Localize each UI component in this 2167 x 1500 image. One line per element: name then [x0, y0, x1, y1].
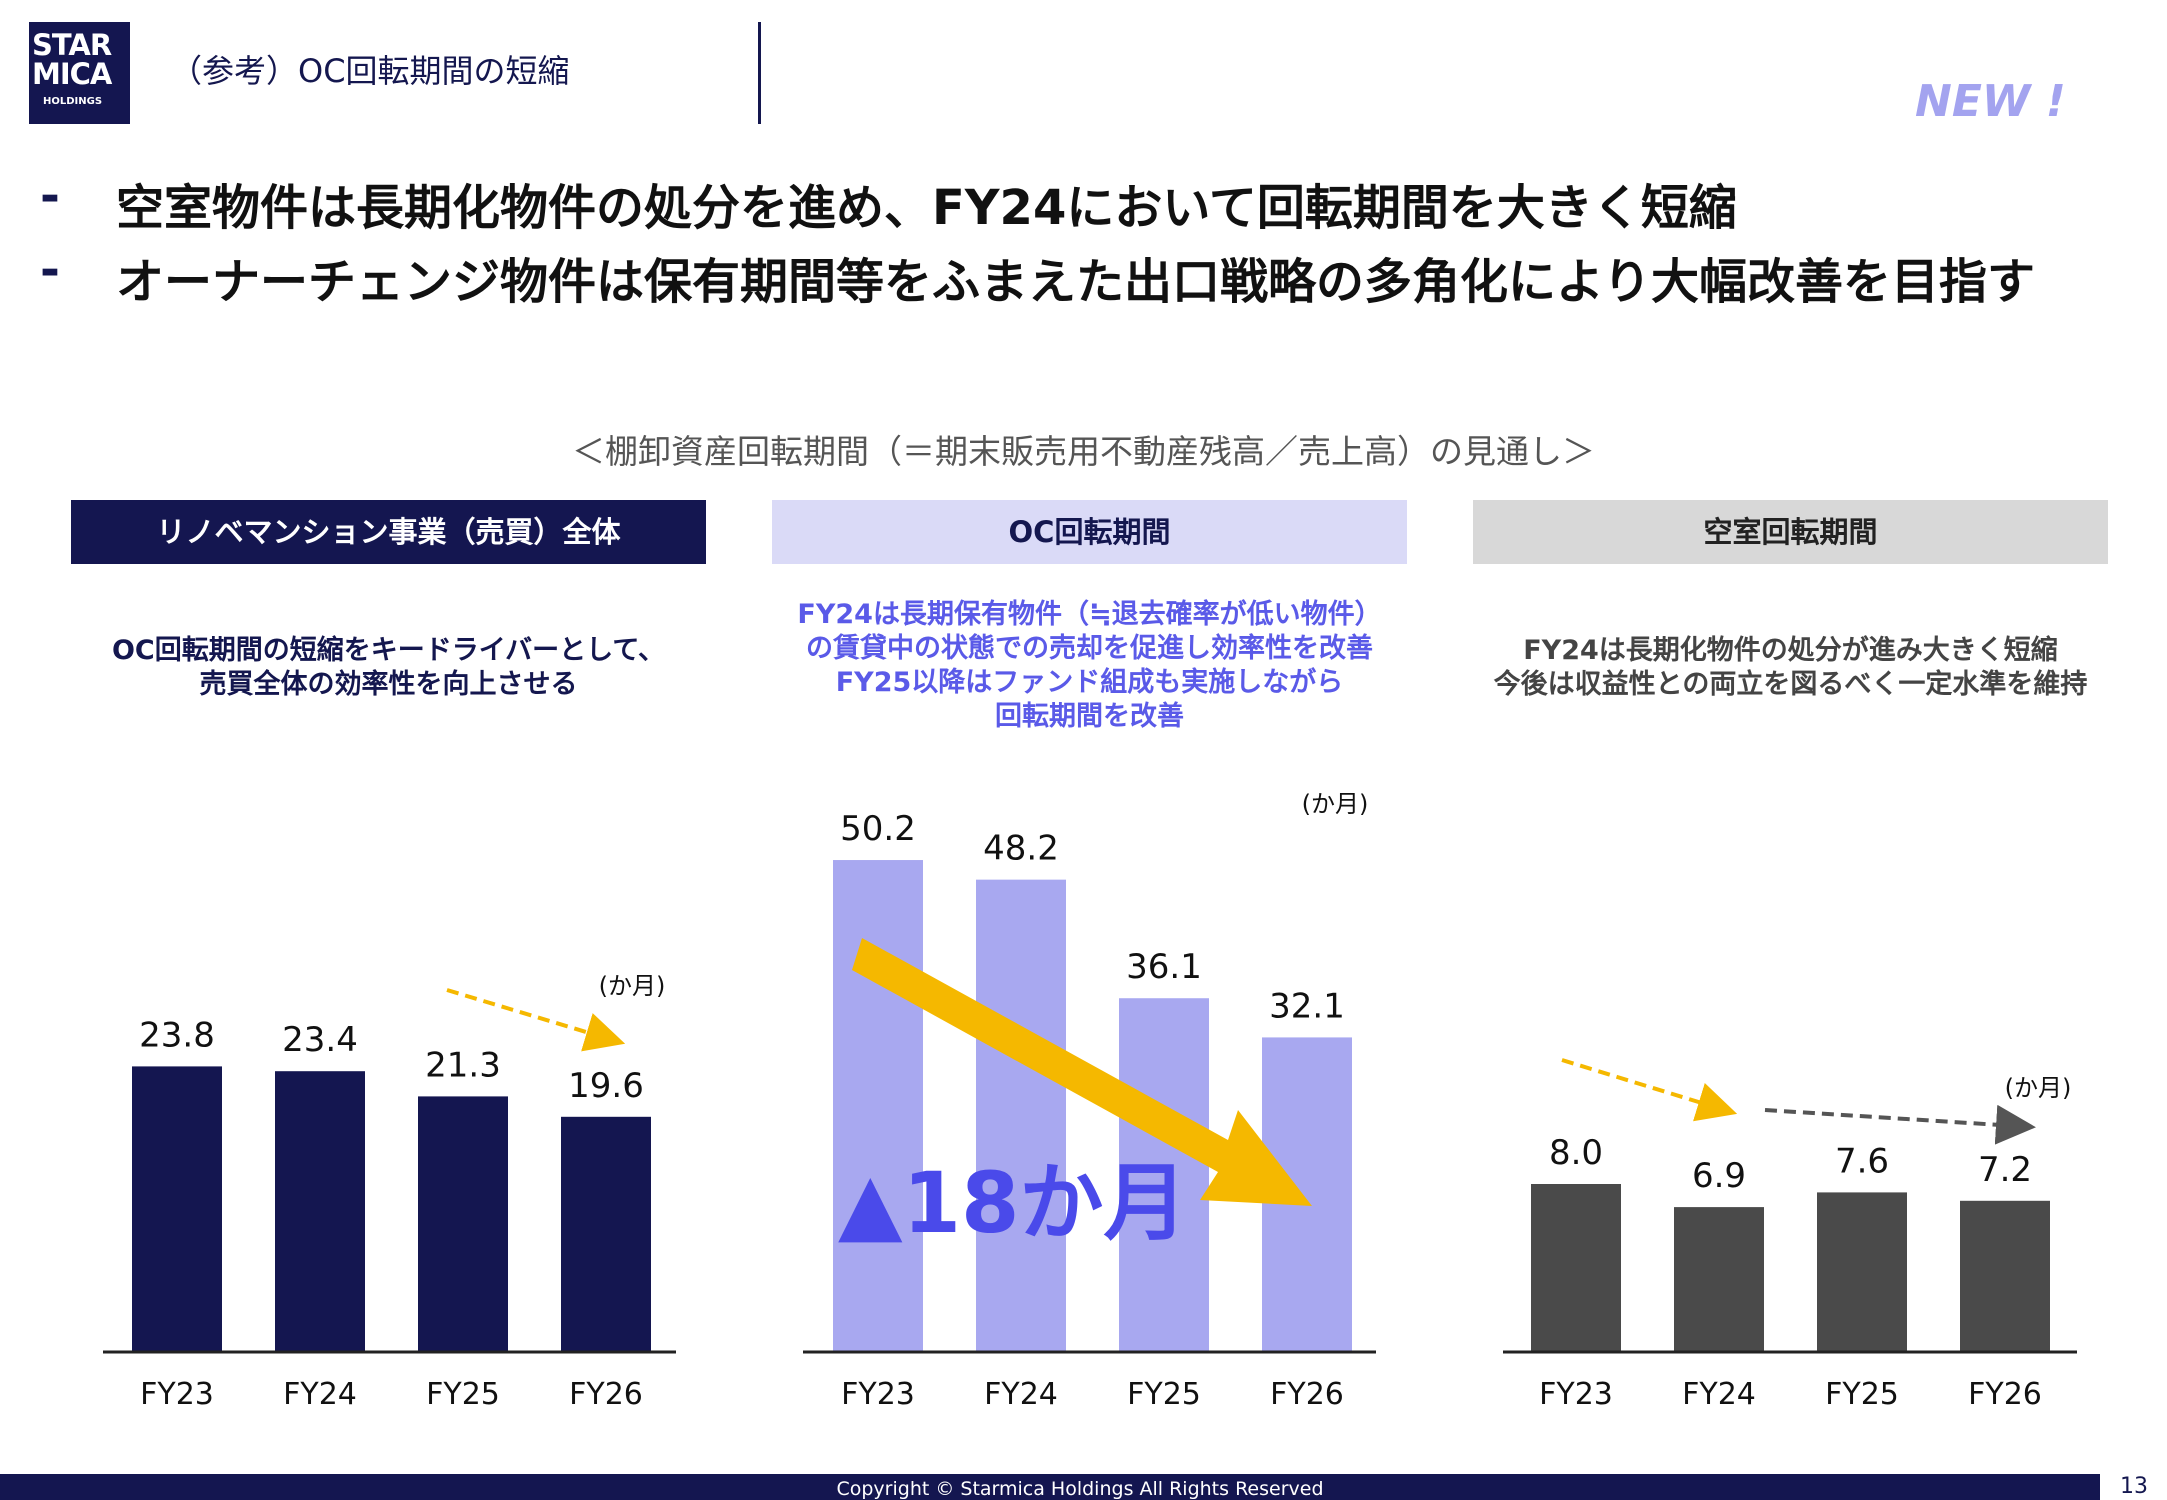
panel-header-oc: OC回転期間	[772, 500, 1407, 564]
bar-value-label: 8.0	[1549, 1133, 1603, 1173]
description-line: OC回転期間の短縮をキードライバーとして、	[111, 635, 666, 666]
unit-label: (か月)	[599, 972, 666, 1000]
chart-bar	[1119, 998, 1209, 1352]
big-down-arrow-icon	[852, 938, 1312, 1206]
x-tick-label: FY23	[1539, 1377, 1613, 1412]
panel-description-renovation: OC回転期間の短縮をキードライバーとして、 売買全体の効率性を向上させる	[71, 634, 706, 702]
chart-bar	[275, 1071, 365, 1352]
panel-header-renovation: リノベマンション事業（売買）全体	[71, 500, 706, 564]
chart-bar	[833, 860, 923, 1352]
x-tick-label: FY24	[984, 1377, 1058, 1412]
chart-bar	[1531, 1184, 1621, 1352]
chart-oc-turnover: 50.2 FY23 48.2 FY24 36.1 FY25 32.1 FY26 (か月)	[803, 790, 1376, 1412]
chart-bar	[976, 879, 1066, 1352]
header-divider	[758, 22, 761, 124]
x-tick-label: FY26	[1968, 1377, 2042, 1412]
chart-renovation: 23.8 FY23 23.4 FY24 21.3 FY25 19.6 FY26 (か月)	[103, 972, 676, 1412]
x-tick-label: FY25	[426, 1377, 500, 1412]
chart-bar	[132, 1066, 222, 1352]
bar-value-label: 19.6	[568, 1066, 644, 1106]
bar-value-label: 48.2	[983, 829, 1059, 869]
panel-description-vacant: FY24は長期化物件の処分が進み大きく短縮 今後は収益性との両立を図るべく一定水…	[1473, 634, 2108, 702]
bullet-dash: -	[40, 168, 60, 224]
bar-value-label: 7.2	[1978, 1150, 2032, 1190]
bar-value-label: 32.1	[1269, 986, 1345, 1026]
trend-arrow-icon	[1561, 1058, 1738, 1122]
page-number: 13	[2120, 1474, 2148, 1499]
company-logo: STAR MICA HOLDINGS	[29, 22, 130, 124]
chart-bar	[418, 1096, 508, 1352]
trend-arrow-icon	[1764, 1104, 2036, 1145]
x-tick-label: FY26	[1270, 1377, 1344, 1412]
logo-line-1: STAR	[32, 28, 112, 62]
chart-bar	[1960, 1200, 2050, 1352]
description-line: FY24は長期保有物件（≒退去確率が低い物件）	[797, 599, 1382, 630]
bar-value-label: 21.3	[425, 1045, 501, 1085]
description-line: 売買全体の効率性を向上させる	[199, 669, 578, 700]
copyright-text: Copyright © Starmica Holdings All Rights…	[836, 1478, 1324, 1500]
logo-line-3: HOLDINGS	[43, 96, 103, 107]
bar-value-label: 50.2	[840, 809, 916, 849]
x-tick-label: FY23	[841, 1377, 915, 1412]
x-tick-label: FY26	[569, 1377, 643, 1412]
chart-vacant-turnover: 8.0 FY23 6.9 FY24 7.6 FY25 7.2 FY26 (か月)	[1503, 1074, 2077, 1412]
description-line: FY24は長期化物件の処分が進み大きく短縮	[1523, 635, 2058, 666]
oc-reduction-annotation: ▲18か月	[838, 1154, 1188, 1252]
unit-label: (か月)	[1302, 790, 1369, 818]
bar-value-label: 7.6	[1835, 1141, 1889, 1181]
chart-bar	[561, 1116, 651, 1352]
panel-description-oc: FY24は長期保有物件（≒退去確率が低い物件） の賃貸中の状態での売却を促進し効…	[772, 598, 1407, 734]
unit-label: (か月)	[2005, 1074, 2072, 1102]
footer-bar	[0, 1474, 2100, 1500]
trend-arrow-icon	[446, 988, 626, 1052]
bar-value-label: 36.1	[1126, 947, 1202, 987]
bullet-dash: -	[40, 242, 60, 298]
description-line: 今後は収益性との両立を図るべく一定水準を維持	[1493, 669, 2088, 700]
bullet-text: オーナーチェンジ物件は保有期間等をふまえた出口戦略の多角化により大幅改善を目指す	[116, 254, 2036, 310]
new-badge: NEW !	[1915, 76, 2066, 127]
chart-bar	[1817, 1192, 1907, 1352]
description-line: 回転期間を改善	[995, 701, 1184, 732]
x-tick-label: FY24	[283, 1377, 357, 1412]
x-tick-label: FY23	[140, 1377, 214, 1412]
bullet-text: 空室物件は長期化物件の処分を進め、FY24において回転期間を大きく短縮	[116, 180, 1737, 236]
bar-value-label: 23.4	[282, 1020, 358, 1060]
x-tick-label: FY24	[1682, 1377, 1756, 1412]
description-line: FY25以降はファンド組成も実施しながら	[835, 667, 1344, 698]
description-line: の賃貸中の状態での売却を促進し効率性を改善	[806, 633, 1373, 664]
bar-value-label: 6.9	[1692, 1156, 1746, 1196]
x-tick-label: FY25	[1127, 1377, 1201, 1412]
x-tick-label: FY25	[1825, 1377, 1899, 1412]
section-title: ＜棚卸資産回転期間（＝期末販売用不動産残高／売上高）の見通し＞	[572, 432, 1595, 471]
slide-header-title: （参考）OC回転期間の短縮	[170, 52, 570, 90]
bar-value-label: 23.8	[139, 1015, 215, 1055]
bullet-item-1: - 空室物件は長期化物件の処分を進め、FY24において回転期間を大きく短縮	[40, 168, 1737, 236]
bullet-item-2: - オーナーチェンジ物件は保有期間等をふまえた出口戦略の多角化により大幅改善を目…	[40, 242, 2035, 310]
panel-header-vacant: 空室回転期間	[1473, 500, 2108, 564]
logo-line-2: MICA	[32, 57, 112, 91]
chart-bar	[1674, 1207, 1764, 1352]
